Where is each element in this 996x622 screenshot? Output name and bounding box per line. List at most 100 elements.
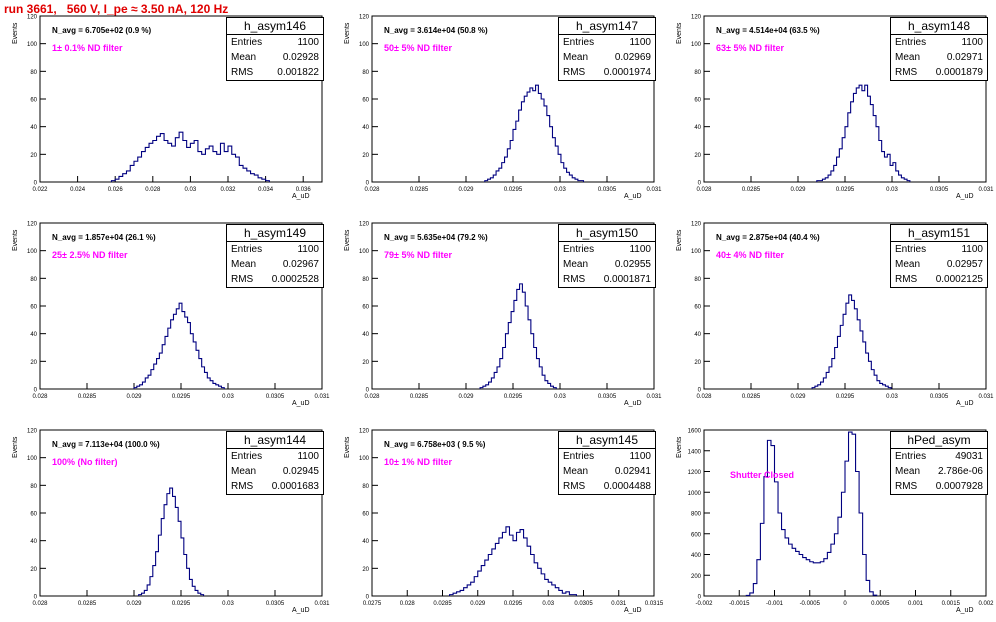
stats-value: 0.02957 (946, 259, 983, 270)
x-tick-label: 0.03 (886, 394, 898, 400)
stats-row-rms: RMS 0.001822 (227, 65, 323, 80)
x-tick-label: 0.031 (314, 601, 330, 607)
stats-row-entries: Entries 49031 (891, 449, 987, 464)
navg-label: N_avg = 5.635e+04 (79.2 %) (384, 233, 488, 242)
stats-key: RMS (563, 67, 586, 78)
x-tick-label: 0 (843, 601, 847, 607)
y-axis-label: Events (12, 22, 19, 44)
y-tick-label: 0 (34, 595, 38, 601)
histogram-panel-h_asym149: 0 20 40 60 80 100 120 0.028 0.0285 0.029 0.0295 0.0… (0, 207, 332, 414)
histogram-plot: 0 20 40 60 80 100 120 0.028 0.0285 0.029 0.0295 0.0… (359, 15, 662, 194)
x-tick-label: 0.028 (145, 187, 161, 193)
x-tick-label: 0.0005 (871, 601, 890, 607)
stats-row-entries: Entries 1100 (559, 242, 655, 257)
y-tick-label: 20 (362, 567, 369, 573)
x-tick-label: 0.031 (314, 394, 330, 400)
y-tick-label: 120 (359, 429, 370, 435)
filter-label: 1± 0.1% ND filter (52, 43, 123, 53)
stats-row-rms: RMS 0.0004488 (559, 479, 655, 494)
stats-box: h_asym150 Entries 1100 Mean 0.02955 RMS 0.0001… (558, 224, 656, 288)
stats-value: 0.0001683 (271, 481, 319, 492)
navg-label: N_avg = 3.614e+04 (50.8 %) (384, 26, 488, 35)
x-tick-label: 0.001 (908, 601, 924, 607)
stats-value: 0.0002528 (271, 274, 319, 285)
stats-title: h_asym148 (891, 18, 987, 35)
x-axis-label: A_uD (624, 193, 642, 200)
stats-row-entries: Entries 1100 (227, 449, 323, 464)
x-tick-label: 0.0305 (574, 601, 593, 607)
x-tick-label: 0.029 (126, 394, 142, 400)
x-tick-label: 0.031 (978, 394, 994, 400)
y-tick-label: 0 (698, 181, 702, 187)
y-tick-label: 100 (27, 42, 38, 48)
histogram-line (811, 294, 892, 389)
y-tick-label: 100 (691, 42, 702, 48)
filter-label: 40± 4% ND filter (716, 250, 784, 260)
y-tick-label: 40 (694, 332, 701, 338)
x-tick-label: 0.0285 (78, 394, 97, 400)
stats-value: 0.0001974 (603, 67, 651, 78)
navg-label: N_avg = 6.758e+03 ( 9.5 %) (384, 440, 486, 449)
x-tick-label: 0.034 (258, 187, 274, 193)
y-tick-label: 100 (359, 456, 370, 462)
stats-key: Entries (895, 37, 927, 48)
x-tick-label: 0.03 (542, 601, 554, 607)
stats-value: 0.02971 (946, 52, 983, 63)
y-tick-label: 120 (691, 222, 702, 228)
x-tick-label: 0.0285 (742, 187, 761, 193)
x-tick-label: 0.03 (554, 394, 566, 400)
stats-row-mean: Mean 0.02955 (559, 257, 655, 272)
x-tick-label: 0.0305 (598, 394, 617, 400)
x-tick-label: 0.0295 (504, 394, 523, 400)
stats-key: Entries (231, 451, 263, 462)
stats-row-entries: Entries 1100 (891, 35, 987, 50)
x-tick-label: 0.031 (646, 187, 662, 193)
y-tick-label: 20 (694, 360, 701, 366)
y-tick-label: 20 (362, 153, 369, 159)
stats-title: h_asym146 (227, 18, 323, 35)
x-tick-label: 0.0295 (836, 394, 855, 400)
x-axis-label: A_uD (292, 400, 310, 407)
x-tick-label: 0.0305 (930, 394, 949, 400)
stats-title: h_asym147 (559, 18, 655, 35)
y-tick-label: 40 (362, 539, 369, 545)
stats-key: Entries (563, 451, 595, 462)
y-tick-label: 600 (691, 532, 702, 538)
stats-box: h_asym149 Entries 1100 Mean 0.02967 RMS 0.0002… (226, 224, 324, 288)
y-tick-label: 40 (362, 332, 369, 338)
y-tick-label: 80 (362, 277, 369, 283)
y-tick-label: 0 (34, 388, 38, 394)
stats-value: 0.02941 (614, 466, 651, 477)
stats-box: h_asym144 Entries 1100 Mean 0.02945 RMS 0.0001… (226, 431, 324, 495)
stats-row-rms: RMS 0.0002125 (891, 272, 987, 287)
x-tick-label: -0.0005 (800, 601, 821, 607)
x-tick-label: 0.0295 (172, 601, 191, 607)
stats-key: Entries (895, 244, 927, 255)
y-tick-label: 100 (27, 456, 38, 462)
navg-label: N_avg = 4.514e+04 (63.5 %) (716, 26, 820, 35)
y-tick-label: 120 (27, 429, 38, 435)
y-tick-label: 100 (691, 249, 702, 255)
y-tick-label: 0 (698, 388, 702, 394)
y-tick-label: 120 (27, 15, 38, 21)
x-tick-label: 0.0275 (363, 601, 382, 607)
y-tick-label: 120 (691, 15, 702, 21)
filter-label: 79± 5% ND filter (384, 250, 452, 260)
stats-value: 0.02955 (614, 259, 651, 270)
stats-key: Entries (231, 37, 263, 48)
x-tick-label: 0.028 (32, 601, 48, 607)
x-tick-label: 0.0285 (78, 601, 97, 607)
y-tick-label: 80 (30, 484, 37, 490)
y-tick-label: 20 (30, 567, 37, 573)
y-tick-label: 60 (362, 305, 369, 311)
x-axis-label: A_uD (292, 607, 310, 614)
stats-row-mean: Mean 0.02928 (227, 50, 323, 65)
run-title: run 3661, 560 V, I_pe ≈ 3.50 nA, 120 Hz (4, 2, 229, 16)
histogram-panel-h_asym148: 0 20 40 60 80 100 120 0.028 0.0285 0.029 0.0295 0.0… (664, 0, 996, 207)
stats-row-rms: RMS 0.0001683 (227, 479, 323, 494)
stats-row-entries: Entries 1100 (891, 242, 987, 257)
y-tick-label: 40 (694, 125, 701, 131)
y-tick-label: 40 (30, 125, 37, 131)
navg-label: N_avg = 7.113e+04 (100.0 %) (52, 440, 160, 449)
stats-key: RMS (895, 67, 918, 78)
